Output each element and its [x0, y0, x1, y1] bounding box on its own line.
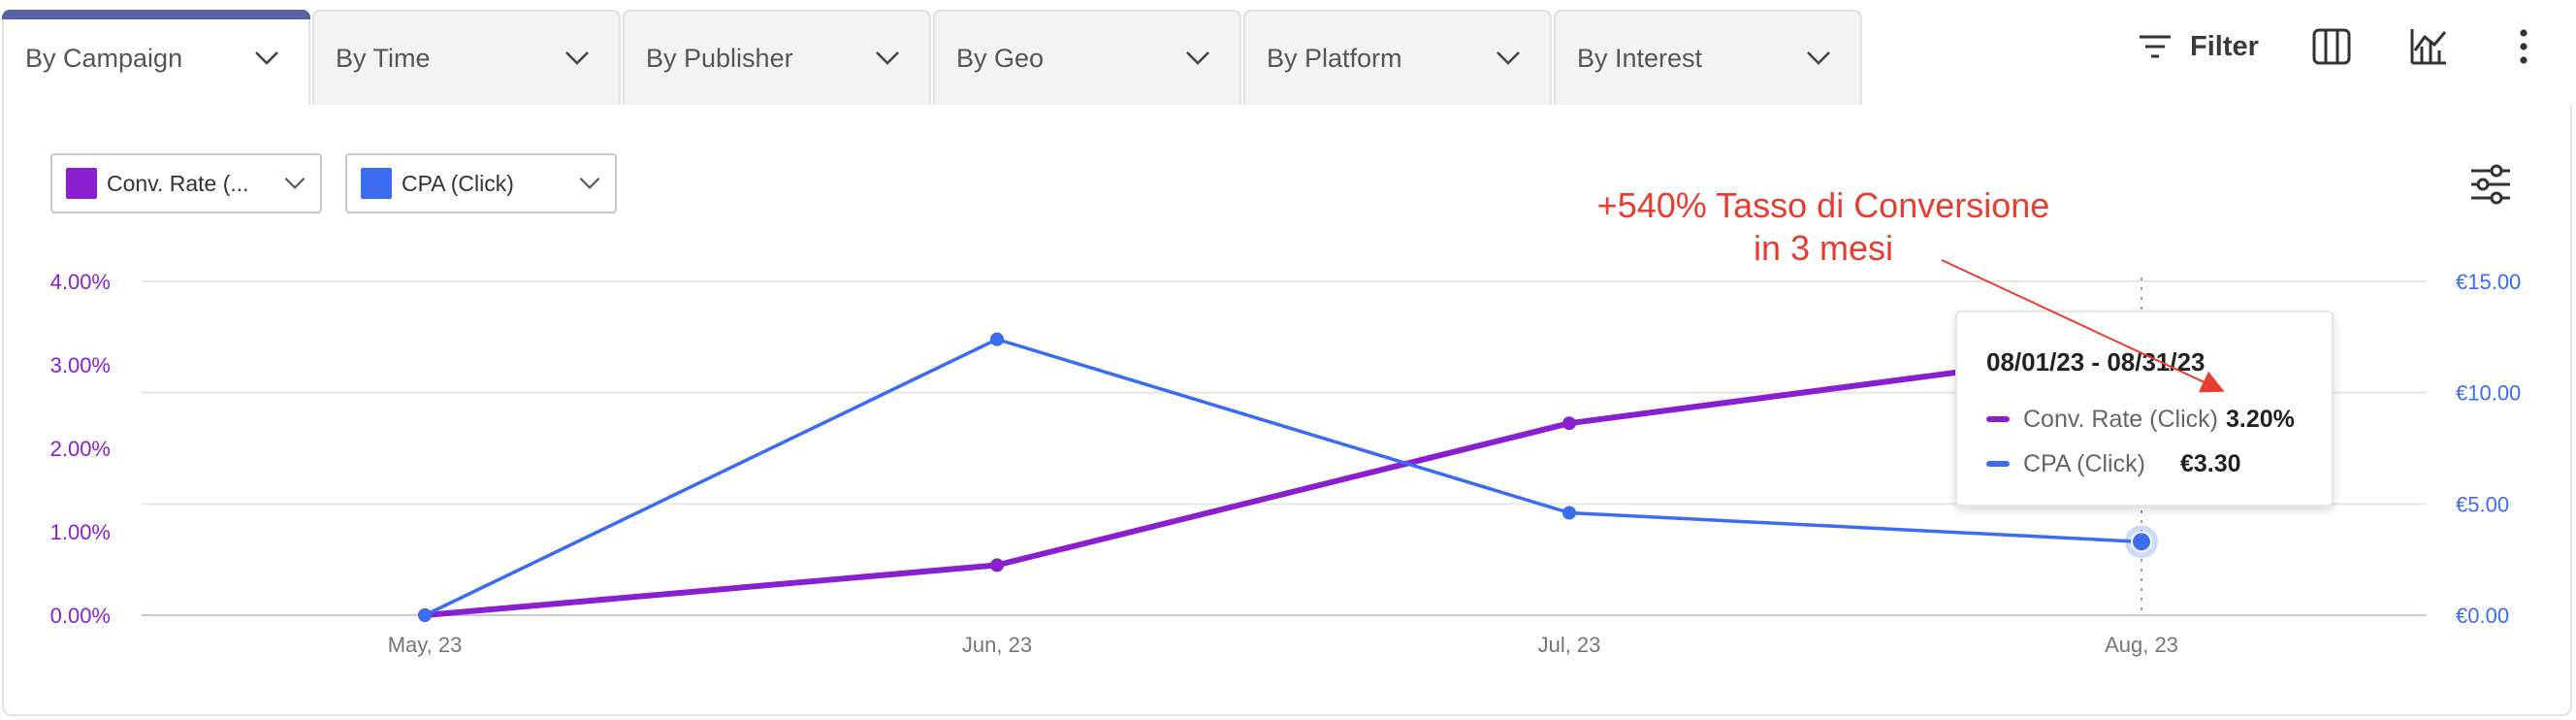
kebab-menu-icon: [2520, 29, 2528, 64]
tooltip-series-value: €3.30: [2179, 449, 2241, 477]
series-select-label: Conv. Rate (...: [107, 170, 249, 196]
y-left-tick-label: 4.00%: [50, 270, 111, 294]
series-color-swatch: [66, 168, 97, 199]
chart-toggle-icon: [2410, 29, 2447, 65]
tooltip-series-marker: [1986, 416, 2010, 422]
chart-tooltip: 08/01/23 - 08/31/23 Conv. Rate (Click) 3…: [1955, 311, 2334, 507]
filter-label: Filter: [2190, 30, 2259, 62]
sliders-icon[interactable]: [2469, 163, 2512, 206]
tooltip-series-name: Conv. Rate (Click): [2023, 405, 2218, 433]
chevron-down-icon: [284, 178, 306, 189]
tab-by-campaign[interactable]: By Campaign: [2, 10, 310, 105]
series-line-conv-rate: [424, 344, 2142, 618]
series-color-swatch: [361, 168, 392, 199]
chevron-down-icon: [565, 51, 589, 65]
tab-by-geo[interactable]: By Geo: [933, 10, 1241, 105]
chevron-down-icon: [876, 51, 899, 65]
x-tick-label: May, 23: [388, 633, 463, 657]
tab-label: By Time: [336, 43, 431, 73]
tab-label: By Publisher: [646, 43, 793, 73]
series-select-label: CPA (Click): [402, 170, 514, 196]
tooltip-series-name: CPA (Click): [2023, 449, 2145, 477]
columns-button[interactable]: [2312, 21, 2351, 72]
y-left-tick-label: 0.00%: [50, 604, 111, 628]
y-left-tick-label: 1.00%: [50, 520, 111, 544]
active-tab-indicator: [2, 10, 310, 19]
series-select-cpa[interactable]: CPA (Click): [345, 153, 617, 213]
tab-by-time[interactable]: By Time: [312, 10, 621, 105]
series-select-conv-rate[interactable]: Conv. Rate (...: [50, 153, 322, 213]
tooltip-title: 08/01/23 - 08/31/23: [1986, 347, 2206, 376]
more-options-button[interactable]: [2516, 21, 2531, 72]
x-tick-label: Aug, 23: [2105, 633, 2178, 657]
tooltip-row-cpa: CPA (Click) €3.30: [1986, 442, 2302, 486]
tab-by-interest[interactable]: By Interest: [1554, 10, 1862, 105]
series-line-cpa: [424, 337, 2142, 617]
y-right-tick-label: €5.00: [2456, 492, 2509, 516]
chevron-down-icon: [1497, 51, 1520, 65]
tooltip-row-conv-rate: Conv. Rate (Click) 3.20%: [1986, 397, 2302, 442]
x-tick-label: Jun, 23: [962, 633, 1032, 657]
chart-toggle-button[interactable]: [2409, 21, 2448, 72]
chevron-down-icon: [1807, 51, 1830, 65]
y-left-tick-label: 2.00%: [50, 437, 111, 461]
view-tabs: By Campaign By Time By Publisher By Geo …: [0, 0, 2576, 105]
chevron-down-icon: [579, 178, 600, 189]
filter-lines-icon: [2140, 35, 2171, 58]
tooltip-series-marker: [1986, 461, 2010, 467]
annotation-text: +540% Tasso di Conversione in 3 mesi: [1552, 184, 2095, 270]
data-point-cpa: [2131, 531, 2152, 553]
data-point-cpa: [418, 608, 432, 622]
data-point-cpa: [990, 332, 1004, 346]
x-tick-label: Jul, 23: [1538, 633, 1601, 657]
filter-button[interactable]: Filter: [2138, 21, 2259, 72]
tooltip-series-value: 3.20%: [2225, 405, 2295, 433]
tab-by-publisher[interactable]: By Publisher: [623, 10, 931, 105]
tab-label: By Platform: [1267, 43, 1402, 73]
tab-by-platform[interactable]: By Platform: [1243, 10, 1552, 105]
tab-label: By Geo: [956, 43, 1045, 73]
tab-label: By Interest: [1577, 43, 1703, 73]
y-right-tick-label: €10.00: [2456, 381, 2521, 406]
columns-icon: [2312, 28, 2351, 65]
annotation-line-1: +540% Tasso di Conversione: [1596, 185, 2050, 225]
y-left-tick-label: 3.00%: [50, 353, 111, 377]
y-right-tick-label: €15.00: [2456, 270, 2521, 294]
chevron-down-icon: [1186, 51, 1209, 65]
tab-label: By Campaign: [25, 43, 183, 73]
annotation-line-2: in 3 mesi: [1753, 228, 1894, 268]
chevron-down-icon: [255, 51, 278, 65]
data-point-conv-rate: [990, 558, 1004, 573]
data-point-cpa: [1562, 506, 1576, 520]
data-point-conv-rate: [1562, 416, 1576, 431]
y-right-tick-label: €0.00: [2456, 604, 2509, 628]
